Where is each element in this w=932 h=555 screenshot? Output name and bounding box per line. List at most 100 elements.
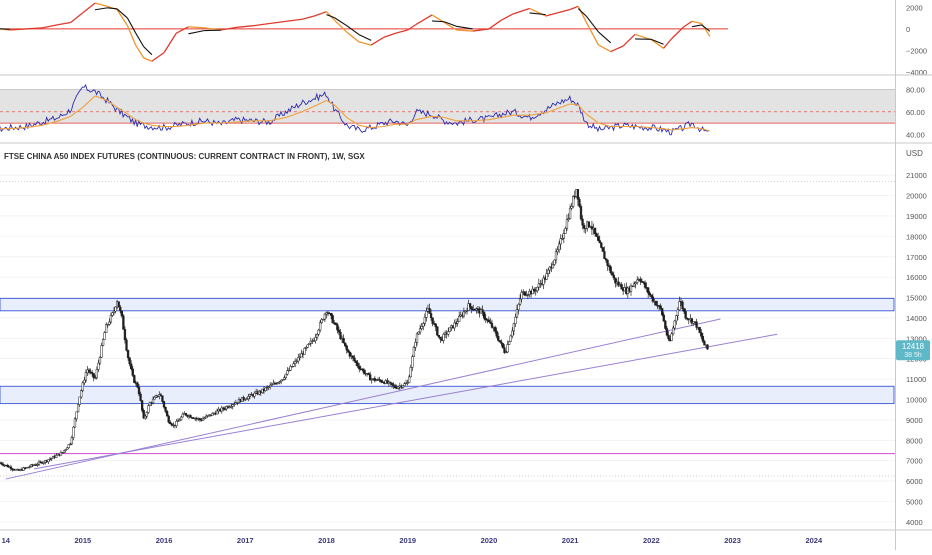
candle-body — [416, 334, 418, 342]
candle-body — [636, 280, 638, 283]
candle-body — [702, 336, 704, 341]
x-tick-label: 2022 — [643, 536, 660, 545]
y-tick-label: −2000 — [906, 46, 927, 55]
candle-body — [182, 414, 184, 417]
y-tick-label: 15000 — [906, 294, 927, 303]
candle-body — [652, 297, 654, 302]
candle-body — [147, 406, 149, 413]
candle-body — [700, 333, 702, 337]
candle-body — [671, 334, 673, 341]
candle-body — [546, 274, 548, 280]
candle-body — [97, 363, 99, 369]
candle-body — [519, 299, 521, 304]
candle-body — [347, 350, 349, 352]
x-tick-label: 2021 — [562, 536, 579, 545]
y-tick-label: 17000 — [906, 253, 927, 262]
candle-body — [124, 329, 126, 339]
candle-body — [438, 335, 440, 337]
candle-body — [488, 320, 490, 322]
candle-body — [102, 339, 104, 345]
candle-body — [66, 448, 68, 450]
candle-body — [216, 411, 218, 414]
candle-body — [596, 234, 598, 237]
candle-body — [588, 222, 590, 227]
candle-body — [152, 399, 154, 403]
candle-body — [330, 313, 332, 315]
candle-body — [594, 228, 596, 234]
candle-body — [108, 322, 110, 324]
candle-body — [408, 377, 410, 383]
candle-body — [126, 340, 128, 350]
candle-body — [672, 328, 674, 334]
candle-body — [137, 383, 139, 387]
candle-body — [583, 225, 585, 228]
candle-body — [324, 314, 326, 319]
candle-body — [73, 427, 75, 437]
candle-body — [677, 310, 679, 316]
candle-body — [621, 285, 623, 290]
y-tick-label: 14000 — [906, 314, 927, 323]
candle-body — [579, 199, 581, 206]
bar-countdown: 38 5h — [904, 352, 922, 359]
candle-body — [508, 341, 510, 344]
candle-body — [115, 307, 117, 311]
y-tick-label: 2000 — [906, 3, 923, 12]
candle-body — [524, 292, 526, 296]
candle-body — [140, 394, 142, 401]
candle-body — [471, 307, 473, 310]
y-tick-label: 80.00 — [906, 85, 925, 94]
candle-body — [130, 364, 132, 369]
candle-body — [674, 321, 676, 328]
candle-body — [683, 309, 685, 312]
y-tick-label: 20000 — [906, 192, 927, 201]
candle-body — [633, 284, 635, 286]
candle-body — [104, 333, 106, 340]
candle-body — [610, 267, 612, 273]
candle-body — [254, 393, 256, 396]
candle-body — [293, 364, 295, 367]
candle-body — [494, 327, 496, 331]
candle-body — [497, 336, 499, 340]
candle-body — [105, 325, 107, 333]
candle-body — [185, 413, 187, 415]
candle-body — [560, 239, 562, 244]
candle-body — [675, 316, 677, 321]
candle-body — [146, 412, 148, 416]
candle-body — [413, 347, 415, 356]
candle-body — [316, 334, 318, 337]
y-tick-label: 21000 — [906, 171, 927, 180]
currency-label: USD — [906, 149, 923, 158]
candle-body — [582, 219, 584, 225]
candle-body — [344, 343, 346, 346]
candle-body — [82, 383, 84, 391]
candle-body — [10, 467, 12, 469]
candle-body — [557, 250, 559, 252]
chart-title: FTSE CHINA A50 INDEX FUTURES (CONTINUOUS… — [4, 152, 365, 161]
candle-body — [357, 363, 359, 366]
candle-body — [604, 252, 606, 259]
candle-body — [352, 356, 354, 358]
candle-body — [463, 312, 465, 316]
candle-body — [315, 337, 317, 340]
candle-body — [685, 311, 687, 318]
candle-body — [63, 451, 65, 453]
candle-body — [563, 234, 565, 239]
candle-body — [555, 252, 557, 260]
candle-body — [77, 405, 79, 412]
candle-body — [679, 301, 681, 309]
candle-body — [577, 189, 579, 199]
candle-body — [449, 328, 451, 332]
y-tick-label: −4000 — [906, 68, 927, 77]
y-tick-label: 19000 — [906, 212, 927, 221]
candle-body — [307, 345, 309, 348]
candle-body — [101, 345, 103, 357]
candle-body — [558, 244, 560, 250]
candle-body — [518, 304, 520, 309]
x-tick-label: 2016 — [156, 536, 173, 545]
x-tick-label: 2019 — [399, 536, 416, 545]
y-tick-label: 6000 — [906, 477, 923, 486]
candle-body — [318, 330, 320, 334]
